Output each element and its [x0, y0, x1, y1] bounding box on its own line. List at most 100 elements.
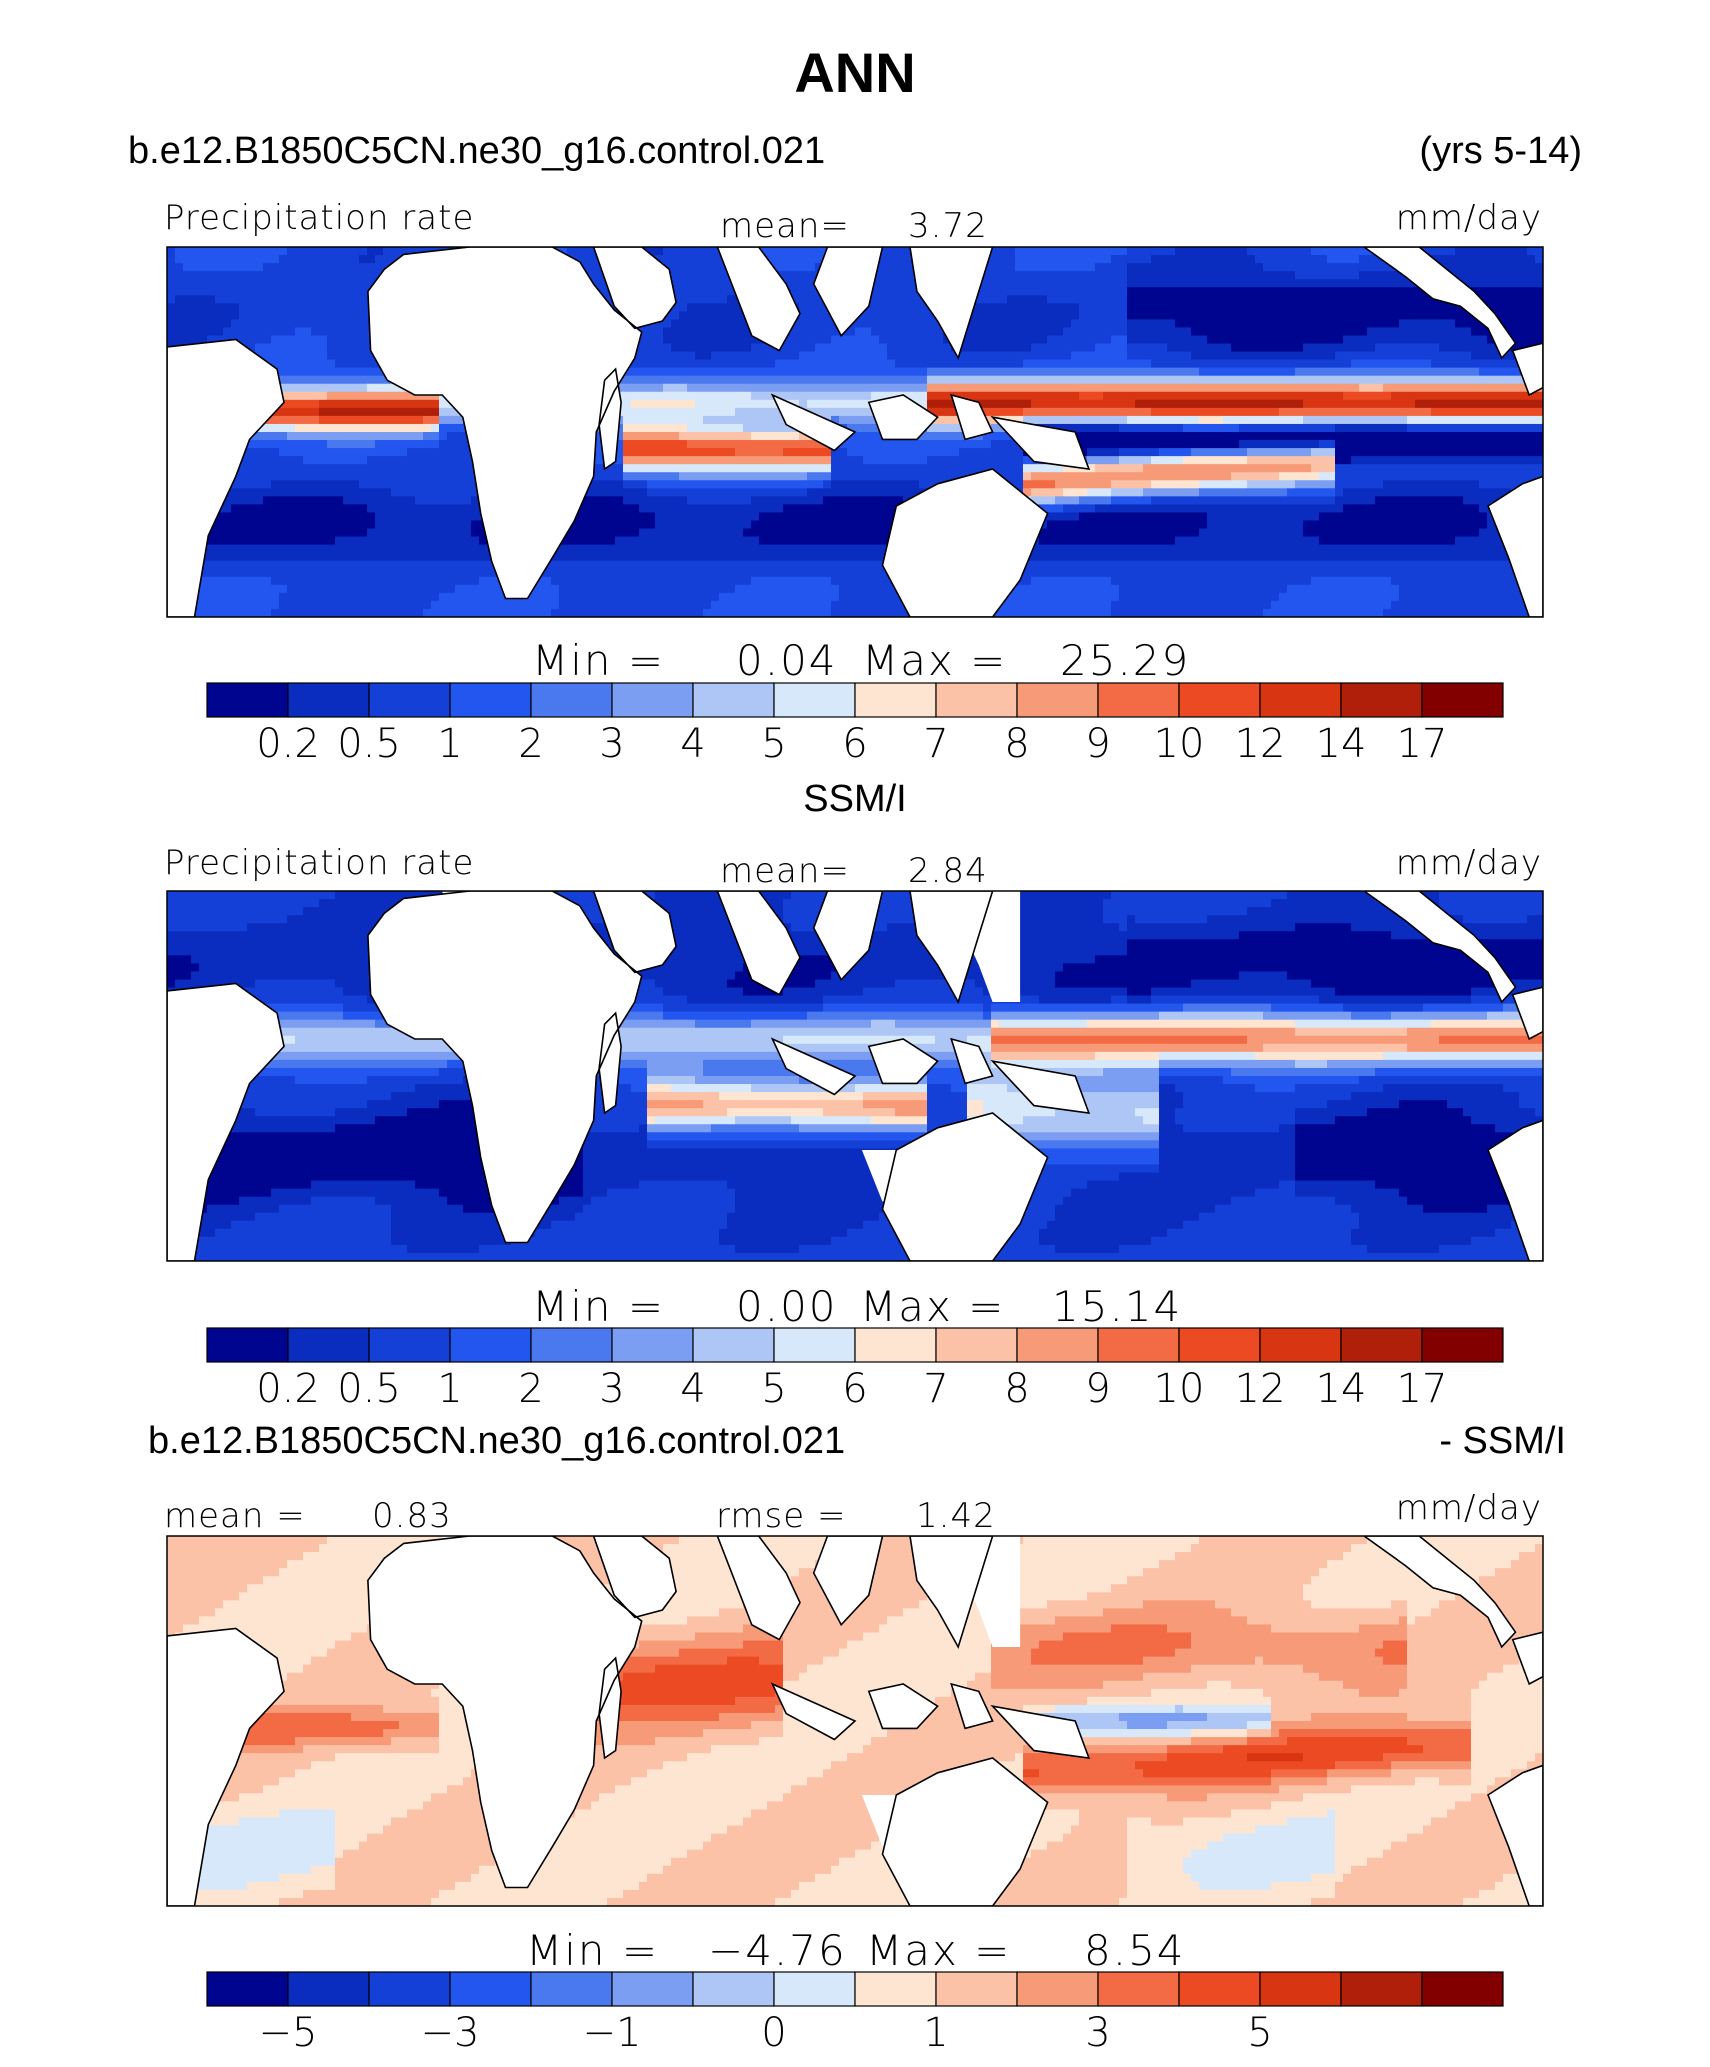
- colorbar-tick-label: 8: [1004, 1366, 1029, 1412]
- panel3-rmse-value: 1.42: [916, 1496, 996, 1536]
- colorbar-swatch: [692, 682, 775, 718]
- colorbar-tick-label: 5: [761, 1366, 786, 1412]
- coastline: [1511, 1631, 1543, 1686]
- land-mask: [717, 891, 800, 995]
- coastline: [881, 468, 1049, 617]
- land-mask: [167, 987, 236, 1054]
- colorbar-swatch: [1178, 682, 1261, 718]
- colorbar-tick-label: 14: [1316, 1366, 1367, 1412]
- land-mask: [593, 247, 677, 329]
- colorbar-tick-label: 5: [1247, 2010, 1272, 2056]
- colorbar-swatch: [206, 682, 289, 718]
- colorbar-tick-label: −1: [583, 2010, 642, 2056]
- colorbar-swatch: [1097, 1327, 1180, 1363]
- land-mask: [951, 395, 993, 440]
- colorbar-swatch: [773, 682, 856, 718]
- panel1-max-label: Max =: [862, 636, 1007, 685]
- colorbar-swatch: [287, 1327, 370, 1363]
- land-mask: [910, 891, 993, 1002]
- coastline: [167, 1627, 285, 1906]
- colorbar-tick-label: 1: [437, 1366, 462, 1412]
- coastline: [1362, 247, 1517, 360]
- land-mask: [813, 891, 883, 980]
- land-mask: [868, 1039, 938, 1084]
- colorbar-tick-label: 4: [680, 721, 705, 767]
- coastline: [592, 891, 677, 974]
- coastline: [1487, 475, 1543, 617]
- panel1-max-value: 25.29: [1060, 636, 1190, 685]
- coastline: [770, 1037, 857, 1096]
- coastline: [950, 1037, 994, 1085]
- colorbar-tick-label: 14: [1316, 721, 1367, 767]
- colorbar-tick-label: −5: [259, 2010, 318, 2056]
- colorbar-swatch: [449, 682, 532, 718]
- colorbar-swatch: [1421, 682, 1504, 718]
- colorbar-2: 0.2 0.5 1 2 3 4 5 6 7 8 9 10 12 14 17: [206, 1327, 1504, 1412]
- coastline: [867, 1038, 939, 1085]
- land-mask: [1364, 891, 1516, 1002]
- colorbar-swatch: [449, 1327, 532, 1363]
- land-mask: [951, 1684, 993, 1729]
- map-frame: [166, 246, 1544, 618]
- colorbar-swatch: [1421, 1971, 1504, 2007]
- coastline: [716, 1536, 801, 1641]
- land-mask: [882, 1113, 1048, 1261]
- coastline: [716, 891, 801, 996]
- land-mask: [944, 891, 1021, 1002]
- panel2-mean-label: mean=: [720, 851, 850, 891]
- land-mask: [882, 469, 1048, 617]
- land-mask: [992, 417, 1089, 469]
- panel3-min-value: −4.76: [708, 1926, 847, 1975]
- land-mask: [599, 369, 622, 469]
- land-mask: [442, 1536, 539, 1670]
- colorbar-swatch: [773, 1971, 856, 2007]
- colorbar-tick-label: 1: [437, 721, 462, 767]
- colorbar-tick-label: 3: [599, 1366, 624, 1412]
- colorbar-swatch: [1259, 682, 1342, 718]
- coastline: [812, 247, 884, 338]
- colorbar-tick-label: 12: [1235, 721, 1286, 767]
- panel1-mean-value: 3.72: [908, 206, 988, 246]
- coastline: [167, 338, 285, 617]
- coastline: [598, 1011, 622, 1115]
- colorbar-1: 0.2 0.5 1 2 3 4 5 6 7 8 9 10 12 14 17: [206, 682, 1504, 767]
- coastline: [909, 891, 994, 1005]
- coastline: [990, 1059, 1091, 1114]
- map-frame: [166, 1535, 1544, 1907]
- panel3-max-label: Max =: [866, 1926, 1011, 1975]
- coastline: [1487, 1119, 1543, 1261]
- coastline: [867, 394, 939, 441]
- colorbar-swatch: [692, 1971, 775, 2007]
- coastline: [990, 415, 1091, 470]
- colorbar-tick-label: 1: [923, 2010, 948, 2056]
- land-mask: [1364, 1536, 1516, 1647]
- land-mask: [1364, 247, 1516, 358]
- figure-title: ANN: [0, 40, 1710, 105]
- colorbar-tick-label: 17: [1397, 721, 1448, 767]
- coastline: [812, 1536, 884, 1627]
- land-mask: [599, 1658, 622, 1758]
- panel2-heading: SSM/I: [0, 778, 1710, 821]
- land-mask: [367, 1536, 642, 1888]
- colorbar-tick-label: 9: [1085, 721, 1110, 767]
- colorbar-tick-label: 12: [1235, 1366, 1286, 1412]
- land-mask: [1488, 476, 1543, 617]
- colorbar-swatch: [1097, 682, 1180, 718]
- colorbar-swatch: [935, 1327, 1018, 1363]
- coastline: [167, 982, 285, 1261]
- colorbar-tick-label: 3: [599, 721, 624, 767]
- colorbar-tick-label: 0: [761, 2010, 786, 2056]
- land-mask: [882, 1758, 1048, 1906]
- colorbar-tick-label: 8: [1004, 721, 1029, 767]
- panel2-mean-value: 2.84: [908, 851, 988, 891]
- colorbar-swatch: [1421, 1327, 1504, 1363]
- colorbar-tick-label: 0.5: [337, 1366, 401, 1412]
- colorbar-tick-label: 10: [1154, 721, 1205, 767]
- coastline: [1511, 342, 1543, 397]
- land-mask: [367, 891, 642, 1243]
- panel1-min-value: 0.04: [736, 636, 838, 685]
- colorbar-swatch: [206, 1971, 289, 2007]
- land-mask: [717, 247, 800, 351]
- colorbar-tick-label: 4: [680, 1366, 705, 1412]
